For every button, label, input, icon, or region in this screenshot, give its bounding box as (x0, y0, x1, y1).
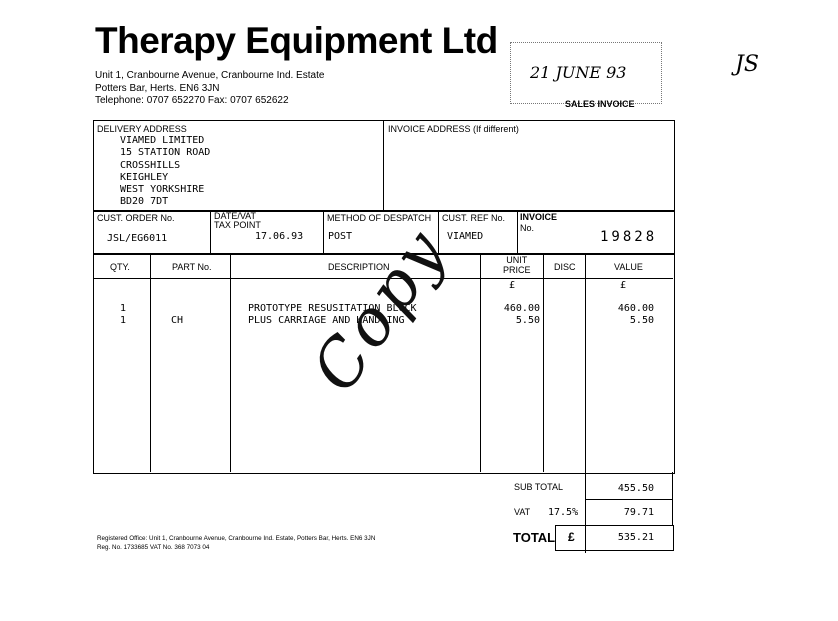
header-disc: DISC (554, 262, 576, 272)
row-qty: 1 (120, 315, 127, 326)
footer: Registered Office: Unit 1, Cranbourne Av… (97, 534, 375, 552)
company-name: Therapy Equipment Ltd (95, 20, 498, 61)
delivery-line: VIAMED LIMITED (120, 135, 205, 146)
cust-ref-value: VIAMED (447, 231, 484, 242)
despatch-label: METHOD OF DESPATCH (327, 213, 432, 223)
row-unit-price: 5.50 (515, 315, 540, 326)
address-line: Telephone: 0707 652270 Fax: 0707 652622 (95, 95, 289, 106)
invoice-label: INVOICE (520, 212, 558, 222)
invoice-no-label: No. (520, 223, 535, 233)
address-line: Potters Bar, Herts. EN6 3JN (95, 82, 220, 94)
delivery-label: DELIVERY ADDRESS (97, 124, 187, 134)
header-qty: QTY. (110, 262, 130, 272)
total-value: 535.21 (617, 532, 654, 543)
invoice-address-label: INVOICE ADDRESS (If different) (388, 124, 519, 134)
header-unit-price: UNIT PRICE (503, 255, 531, 275)
cust-ref-label: CUST. REF No. (442, 213, 506, 223)
address-box (93, 120, 675, 212)
total-box (555, 525, 674, 551)
price-label: PRICE (503, 265, 531, 275)
total-currency: £ (568, 530, 575, 544)
date-label-1: DATE/VAT (214, 211, 257, 221)
header-value: VALUE (614, 262, 643, 272)
address-line: Unit 1, Cranbourne Avenue, Cranbourne In… (95, 70, 325, 81)
cust-order-value: JSL/EG6011 (107, 233, 168, 244)
row-qty: 1 (120, 303, 127, 314)
order-row (93, 210, 675, 255)
unit-label: UNIT (506, 255, 528, 265)
vat-value: 79.71 (623, 507, 654, 518)
delivery-line: WEST YORKSHIRE (120, 184, 205, 196)
vat-rate: 17.5% (548, 507, 579, 518)
date-stamp (510, 42, 662, 104)
value-currency: £ (620, 280, 627, 291)
registration-numbers: Reg. No. 1733685 VAT No. 368 7073 04 (97, 544, 210, 551)
delivery-line: BD20 7DT (120, 196, 169, 208)
despatch-value: POST (328, 231, 353, 242)
row-value: 5.50 (629, 315, 654, 326)
vat-label: VAT (514, 507, 531, 517)
row-unit-price: 460.00 (503, 303, 540, 314)
subtotal-value: 455.50 (617, 483, 654, 494)
unit-currency: £ (509, 280, 516, 291)
document-type: SALES INVOICE (565, 99, 635, 109)
registered-office: Registered Office: Unit 1, Cranbourne Av… (97, 535, 376, 542)
invoice-number: 19828 (600, 229, 658, 245)
row-value: 460.00 (617, 303, 654, 314)
date-label-2: TAX POINT (214, 220, 261, 230)
total-label: TOTAL (513, 530, 556, 545)
date-value: 17.06.93 (255, 231, 304, 242)
subtotal-label: SUB TOTAL (514, 482, 564, 492)
delivery-line: CROSSHILLS (120, 159, 181, 171)
row-description: PROTOTYPE RESUSITATION BLOCK (248, 303, 417, 314)
items-table (93, 253, 675, 474)
delivery-line: 15 STATION ROAD (120, 147, 211, 159)
received-date: 21 JUNE 93 (530, 63, 627, 82)
header-part: PART No. (172, 262, 212, 272)
date-label: DATE/VAT TAX POINT (214, 212, 261, 230)
delivery-line: KEIGHLEY (120, 171, 169, 183)
cust-order-label: CUST. ORDER No. (97, 213, 175, 223)
initials-signature: JS (735, 52, 759, 77)
row-description: PLUS CARRIAGE AND HANDLING (248, 315, 405, 326)
company-address: Unit 1, Cranbourne Avenue, Cranbourne In… (95, 70, 324, 108)
header-description: DESCRIPTION (328, 262, 390, 272)
row-part: CH (171, 315, 184, 326)
delivery-address: VIAMED LIMITED 15 STATION ROAD CROSSHILL… (120, 135, 210, 209)
